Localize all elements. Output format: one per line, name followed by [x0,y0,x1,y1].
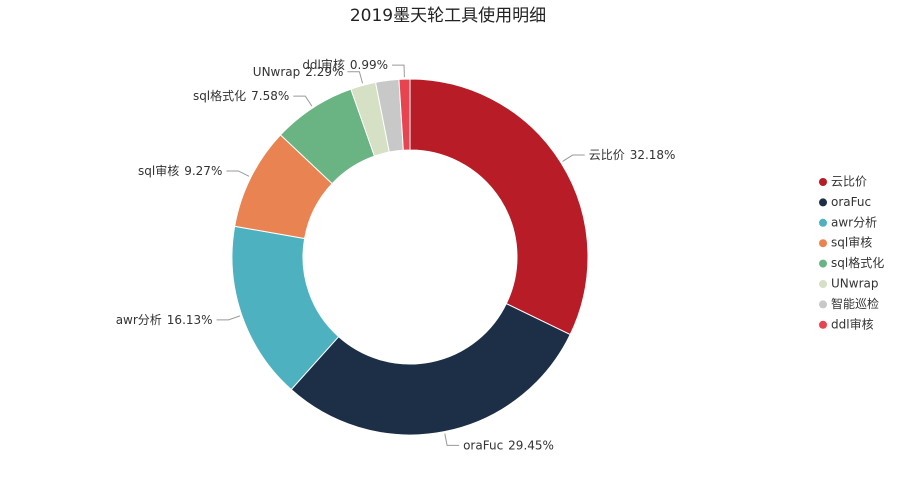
donut-slice [409,78,589,336]
legend-swatch [819,178,827,186]
leader-line [562,154,585,162]
chart-title: 2019墨天轮工具使用明细 [350,5,546,26]
slice-label: oraFuc 29.45% [463,438,554,452]
legend-swatch [819,320,827,329]
legend-label: sql审核 [831,235,872,250]
leader-line [293,95,313,107]
donut-slice [398,78,411,151]
slice-label-value: 9.27% [184,163,222,177]
slice-label: 云比价 32.18% [589,148,676,162]
leader-line [347,71,364,84]
slice-label-name: awr分析 [116,312,162,326]
legend-label: awr分析 [831,215,877,229]
legend-swatch [819,218,827,227]
leader-line [444,433,460,446]
legend-swatch [819,259,827,268]
legend-swatch [819,198,827,207]
slice-label-name: ddl审核 [302,57,345,72]
legend-swatch [819,280,827,288]
legend-label: 智能巡检 [831,296,879,311]
legend-label: UNwrap [831,277,878,291]
slice-label: ddl审核 0.99% [302,57,388,72]
leader-line [216,315,241,321]
slice-label-name: sql格式化 [193,88,246,103]
slice-label: sql格式化 7.58% [193,88,289,103]
slice-label-value: 2.29% [305,64,343,78]
slice-label-value: 7.58% [251,89,289,103]
legend-swatch [819,300,827,309]
leader-line [226,170,250,177]
legend-label: oraFuc [831,195,871,209]
slice-label-name: oraFuc [463,438,503,452]
slice-label-value: 16.13% [167,312,213,326]
slice-label: UNwrap 2.29% [253,64,344,78]
donut-slice [290,302,571,436]
legend-swatch [819,239,827,248]
slice-label: sql审核 9.27% [138,162,222,177]
slice-label-name: sql审核 [138,162,179,177]
legend-label: 云比价 [831,175,867,189]
slice-label-name: 云比价 [589,148,625,162]
slice-label-value: 32.18% [630,148,676,162]
leader-line [392,64,405,78]
slice-label-name: UNwrap [253,64,300,78]
legend-label: sql格式化 [831,255,884,270]
slice-label: awr分析 16.13% [116,312,213,326]
slice-label-value: 29.45% [508,438,554,452]
legend-label: ddl审核 [831,316,874,331]
slice-label-value: 0.99% [350,58,388,72]
